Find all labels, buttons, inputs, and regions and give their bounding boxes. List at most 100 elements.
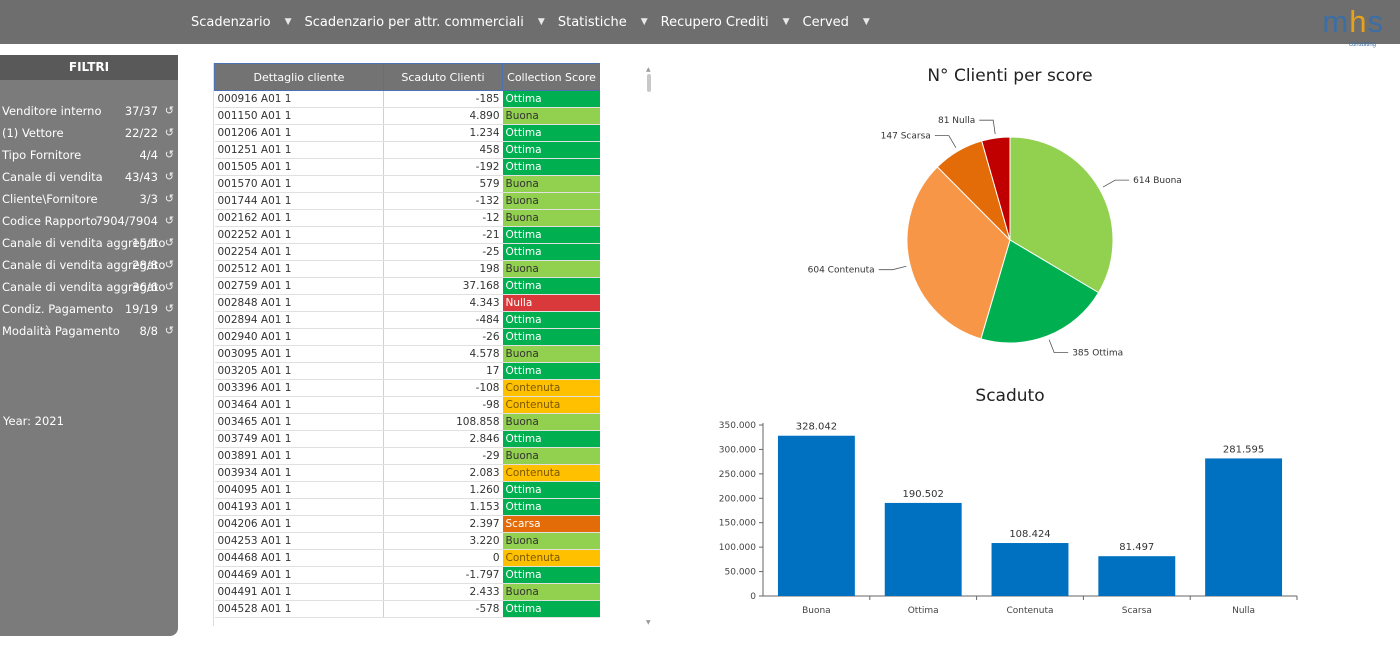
table-row[interactable]: 001206 A01 1 1.234 Ottima [214, 124, 600, 142]
reset-filter-icon[interactable]: ↺ [164, 302, 174, 315]
pie-data-label: 604 Contenuta [808, 266, 875, 276]
table-row[interactable]: 003465 A01 1 108.858 Buona [214, 413, 600, 431]
bar-ottima[interactable] [884, 502, 962, 596]
pie-slice-ottima[interactable] [980, 239, 1100, 344]
filter-item[interactable]: Modalità Pagamento 8/8 ↺ [0, 320, 178, 342]
table-row[interactable]: 002848 A01 1 4.343 Nulla [214, 294, 600, 312]
y-tick-label: 50.000 [725, 568, 757, 578]
table-row[interactable]: 001505 A01 1 -192 Ottima [214, 158, 600, 176]
table-row[interactable]: 002759 A01 1 37.168 Ottima [214, 277, 600, 295]
reset-filter-icon[interactable]: ↺ [164, 126, 174, 139]
filter-item[interactable]: Canale di vendita aggregato 36/6 ↺ [0, 276, 178, 298]
collection-score-cell: Ottima [502, 226, 600, 244]
table-row[interactable]: 000916 A01 1 -185 Ottima [214, 90, 600, 108]
filter-item[interactable]: Canale di vendita aggregato 28/8 ↺ [0, 254, 178, 276]
chevron-down-icon[interactable]: ▼ [782, 17, 790, 27]
filter-item[interactable]: (1) Vettore 22/22 ↺ [0, 122, 178, 144]
filter-item[interactable]: Canale di vendita 43/43 ↺ [0, 166, 178, 188]
collection-score-cell: Contenuta [502, 464, 600, 482]
filter-item[interactable]: Venditore interno 37/37 ↺ [0, 100, 178, 122]
reset-filter-icon[interactable]: ↺ [164, 170, 174, 183]
pie-slice-contenuta[interactable] [906, 166, 1011, 340]
scroll-up-icon[interactable]: ▲ [646, 66, 651, 73]
table-row[interactable]: 003396 A01 1 -108 Contenuta [214, 379, 600, 397]
table-row[interactable]: 002940 A01 1 -26 Ottima [214, 328, 600, 346]
reset-filter-icon[interactable]: ↺ [164, 104, 174, 117]
collection-score-cell: Ottima [502, 158, 600, 176]
chevron-down-icon[interactable]: ▼ [537, 17, 545, 27]
table-row[interactable]: 004469 A01 1 -1.797 Ottima [214, 566, 600, 584]
overdue-amount-cell: 4.343 [383, 294, 503, 312]
reset-filter-icon[interactable]: ↺ [164, 214, 174, 227]
menu-item-label: Scadenzario [191, 14, 271, 30]
customer-code-cell: 004491 A01 1 [214, 583, 384, 601]
reset-filter-icon[interactable]: ↺ [164, 324, 174, 337]
reset-filter-icon[interactable]: ↺ [164, 280, 174, 293]
collection-score-cell: Contenuta [502, 379, 600, 397]
table-row[interactable]: 001744 A01 1 -132 Buona [214, 192, 600, 210]
filter-item[interactable]: Condiz. Pagamento 19/19 ↺ [0, 298, 178, 320]
reset-filter-icon[interactable]: ↺ [164, 258, 174, 271]
pie-data-label: 81 Nulla [938, 116, 975, 126]
main-menu: Scadenzario ▼ Scadenzario per attr. commer… [191, 0, 883, 44]
filter-label: Cliente\Fornitore [2, 192, 98, 206]
filter-item[interactable]: Canale di vendita aggregato 15/5 ↺ [0, 232, 178, 254]
table-row[interactable]: 003891 A01 1 -29 Buona [214, 447, 600, 465]
chevron-down-icon[interactable]: ▼ [862, 17, 870, 27]
table-row[interactable]: 001570 A01 1 579 Buona [214, 175, 600, 193]
bar-nulla[interactable] [1205, 458, 1283, 596]
menu-item-statistiche[interactable]: Statistiche ▼ [558, 15, 648, 30]
bar-buona[interactable] [777, 435, 855, 596]
menu-item-scadenzario-per-attr-commerciali[interactable]: Scadenzario per attr. commerciali ▼ [304, 15, 544, 30]
table-row[interactable]: 004253 A01 1 3.220 Buona [214, 532, 600, 550]
chevron-down-icon[interactable]: ▼ [640, 17, 648, 27]
filter-label: Canale di vendita aggregato [2, 280, 166, 294]
filter-item[interactable]: Tipo Fornitore 4/4 ↺ [0, 144, 178, 166]
x-tick-label: Scarsa [1122, 606, 1152, 616]
filter-item[interactable]: Cliente\Fornitore 3/3 ↺ [0, 188, 178, 210]
table-row[interactable]: 004491 A01 1 2.433 Buona [214, 583, 600, 601]
table-row[interactable]: 003464 A01 1 -98 Contenuta [214, 396, 600, 414]
table-row[interactable]: 003095 A01 1 4.578 Buona [214, 345, 600, 363]
customer-code-cell: 004193 A01 1 [214, 498, 384, 516]
table-scrollbar[interactable]: ▲ ▼ [645, 66, 653, 626]
table-row[interactable]: 001251 A01 1 458 Ottima [214, 141, 600, 159]
table-row[interactable]: 002162 A01 1 -12 Buona [214, 209, 600, 227]
reset-filter-icon[interactable]: ↺ [164, 148, 174, 161]
column-header-scaduto-clienti[interactable]: Scaduto Clienti [383, 63, 503, 91]
menu-item-cerved[interactable]: Cerved ▼ [803, 15, 870, 30]
table-row[interactable]: 004193 A01 1 1.153 Ottima [214, 498, 600, 516]
filter-item[interactable]: Codice Rapporto 7904/7904 ↺ [0, 210, 178, 232]
pie-slice-nulla[interactable] [981, 136, 1011, 241]
pie-data-label: 614 Buona [1133, 176, 1182, 186]
table-row[interactable]: 002894 A01 1 -484 Ottima [214, 311, 600, 329]
reset-filter-icon[interactable]: ↺ [164, 192, 174, 205]
table-row[interactable]: 002254 A01 1 -25 Ottima [214, 243, 600, 261]
menu-item-recupero-crediti[interactable]: Recupero Crediti ▼ [661, 15, 790, 30]
bar-scarsa[interactable] [1098, 556, 1176, 596]
overdue-amount-cell: 0 [383, 549, 503, 567]
table-row[interactable]: 004095 A01 1 1.260 Ottima [214, 481, 600, 499]
table-row[interactable]: 001150 A01 1 4.890 Buona [214, 107, 600, 125]
reset-filter-icon[interactable]: ↺ [164, 236, 174, 249]
column-header-collection-score[interactable]: Collection Score [502, 63, 600, 91]
collection-score-cell: Buona [502, 413, 600, 431]
table-row[interactable]: 004206 A01 1 2.397 Scarsa [214, 515, 600, 533]
table-row[interactable]: 004468 A01 1 0 Contenuta [214, 549, 600, 567]
overdue-amount-cell: 1.260 [383, 481, 503, 499]
scroll-down-icon[interactable]: ▼ [646, 619, 651, 626]
table-row[interactable]: 003749 A01 1 2.846 Ottima [214, 430, 600, 448]
scrollbar-thumb[interactable] [647, 74, 651, 92]
table-row[interactable]: 004528 A01 1 -578 Ottima [214, 600, 600, 618]
pie-leader-line [934, 135, 957, 148]
table-row[interactable]: 003934 A01 1 2.083 Contenuta [214, 464, 600, 482]
menu-item-scadenzario[interactable]: Scadenzario ▼ [191, 15, 291, 30]
table-row[interactable]: 003205 A01 1 17 Ottima [214, 362, 600, 380]
column-header-dettaglio-cliente[interactable]: Dettaglio cliente [214, 63, 384, 91]
chevron-down-icon[interactable]: ▼ [284, 17, 292, 27]
bar-contenuta[interactable] [991, 543, 1069, 596]
table-row[interactable]: 002252 A01 1 -21 Ottima [214, 226, 600, 244]
overdue-amount-cell: -108 [383, 379, 503, 397]
pie-slice-buona[interactable] [1009, 136, 1114, 294]
table-row[interactable]: 002512 A01 1 198 Buona [214, 260, 600, 278]
